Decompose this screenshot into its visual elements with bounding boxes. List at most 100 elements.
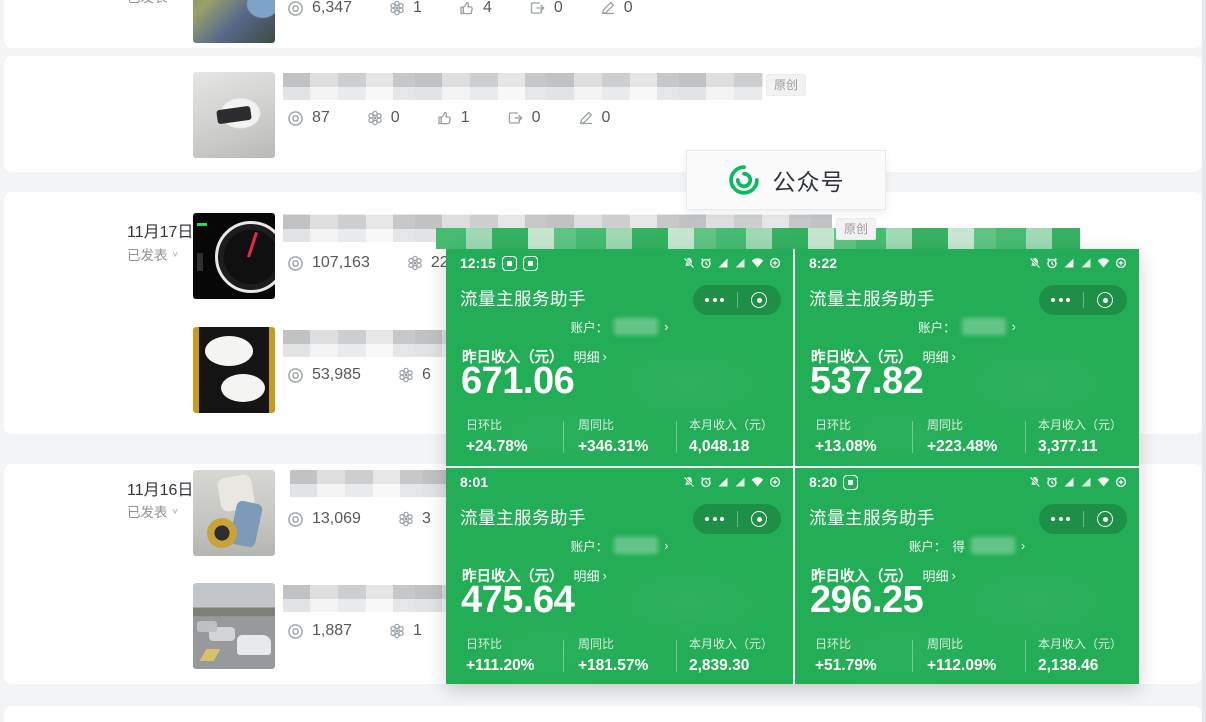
publish-status-label: 已发表 [127,248,168,263]
article-stats-row: 6,347 1 4 0 0 [287,0,633,19]
more-options-button[interactable] [693,285,737,315]
app-badge-icon [522,255,538,271]
publish-status[interactable]: 已发表 ∨ [127,501,179,521]
signal-icon [1081,477,1091,487]
article-thumbnail[interactable] [193,213,275,299]
views-stat: 1,887 [287,622,352,640]
article-thumbnail[interactable] [193,72,275,158]
article-thumbnail[interactable] [193,327,275,413]
page-scrollbar[interactable] [1202,0,1206,722]
wifi-icon [1097,258,1110,268]
censored-article-title[interactable] [283,73,763,100]
mute-icon [1029,257,1041,269]
publish-status-label: 已发表 [127,0,168,6]
publish-status[interactable]: 已发表 ∨ [127,0,179,6]
article-thumbnail[interactable] [193,470,275,556]
stat-divider [912,640,913,672]
ellipsis-icon [1051,517,1071,521]
app-badge-icon [843,474,859,490]
article-stats-row: 13,069 3 [287,508,431,530]
censored-article-title[interactable] [283,330,446,357]
popup-title: 公众号 [772,169,845,195]
alarm-icon [1047,477,1057,488]
alarm-icon [701,258,711,269]
account-label: 账户： [570,321,609,335]
yesterday-income-label: 昨日收入（元） [462,350,564,366]
publish-status-label: 已发表 [127,505,168,520]
wow-stat: 1 [389,622,422,640]
account-row[interactable]: 账户： › [795,317,1139,336]
chevron-right-icon: › [1011,319,1016,334]
dod-stat: 日环比 +24.78% [466,418,528,455]
ellipsis-icon [705,298,725,302]
account-row[interactable]: 账户： 得 › [795,536,1139,555]
dod-stat: 日环比 +111.20% [466,637,535,674]
revenue-card[interactable]: 8:01 流量主服务助手 账户： › 昨日收入（元） 明细 › 475.64 日环… [446,468,793,684]
battery-saver-icon [1115,257,1127,269]
article-stats-row: 53,985 6 [287,364,431,386]
android-status-icons [1029,476,1127,488]
signal-icon [735,258,745,268]
close-minimize-button[interactable] [1084,504,1128,534]
wow-icon [398,367,414,383]
android-status-icons [683,257,781,269]
pencil-icon [600,0,616,16]
miniprogram-capsule[interactable] [1039,285,1127,315]
edits-stat: 0 [600,0,633,17]
censored-article-title[interactable] [290,470,448,497]
revenue-card[interactable]: 8:20 流量主服务助手 账户： 得 › 昨日收入（元） 明细 › [795,468,1139,684]
yesterday-income-label: 昨日收入（元） [811,569,913,585]
more-options-button[interactable] [693,504,737,534]
censored-article-title[interactable] [283,585,446,612]
stat-divider [912,421,913,453]
official-account-popup[interactable]: 公众号 [686,150,886,210]
wow-stat: 0 [367,109,400,127]
close-minimize-button[interactable] [738,504,782,534]
thumb-up-icon [459,0,475,16]
stat-divider [563,640,564,672]
detail-link[interactable]: 明细 › [573,349,607,365]
original-badge: 原创 [766,74,807,96]
account-row[interactable]: 账户： › [446,536,793,555]
miniprogram-capsule[interactable] [693,504,781,534]
wow-stat: 周同比 +223.48% [927,418,998,455]
target-icon [1097,511,1114,527]
yesterday-income-amount: 537.82 [810,360,924,402]
car-shape [237,635,271,655]
android-status-icons [683,476,781,488]
battery-saver-icon [769,257,781,269]
chevron-right-icon: › [1020,538,1026,553]
close-minimize-button[interactable] [738,285,782,315]
detail-link[interactable]: 明细 › [922,568,956,584]
wheel-shape [207,518,237,548]
wow-stat: 6 [398,366,431,384]
miniprogram-capsule[interactable] [693,285,781,315]
close-minimize-button[interactable] [1084,285,1128,315]
app-badge-icon [501,255,517,271]
account-row[interactable]: 账户： › [446,317,793,336]
yesterday-income-row: 昨日收入（元） 明细 › [462,565,607,586]
publish-status[interactable]: 已发表 ∨ [127,244,179,264]
yesterday-income-row: 昨日收入（元） 明细 › [462,346,607,367]
wow-stat: 周同比 +112.09% [927,637,997,674]
yesterday-income-amount: 296.25 [810,579,924,621]
ellipsis-icon [1051,298,1071,302]
detail-link[interactable]: 明细 › [573,568,607,584]
miniprogram-title: 流量主服务助手 [460,289,586,309]
status-time: 8:01 [460,474,489,490]
article-stats-row: 1,887 1 [287,620,422,642]
road-marking [199,649,221,661]
signal-icon [735,477,745,487]
views-stat: 6,347 [287,0,352,17]
revenue-card[interactable]: 12:15 流量主服务助手 账户： › 昨日收入（元） 明细 › [446,249,793,466]
miniprogram-capsule[interactable] [1039,504,1127,534]
views-icon [287,110,304,127]
signal-icon [1064,258,1074,268]
detail-link[interactable]: 明细 › [922,349,956,365]
article-thumbnail[interactable] [193,583,275,669]
capsule-divider [736,511,738,527]
revenue-card[interactable]: 8:22 流量主服务助手 账户： › 昨日收入（元） 明细 › 537.82 日环… [795,249,1139,466]
more-options-button[interactable] [1039,285,1083,315]
article-thumbnail[interactable] [193,0,275,43]
more-options-button[interactable] [1039,504,1083,534]
